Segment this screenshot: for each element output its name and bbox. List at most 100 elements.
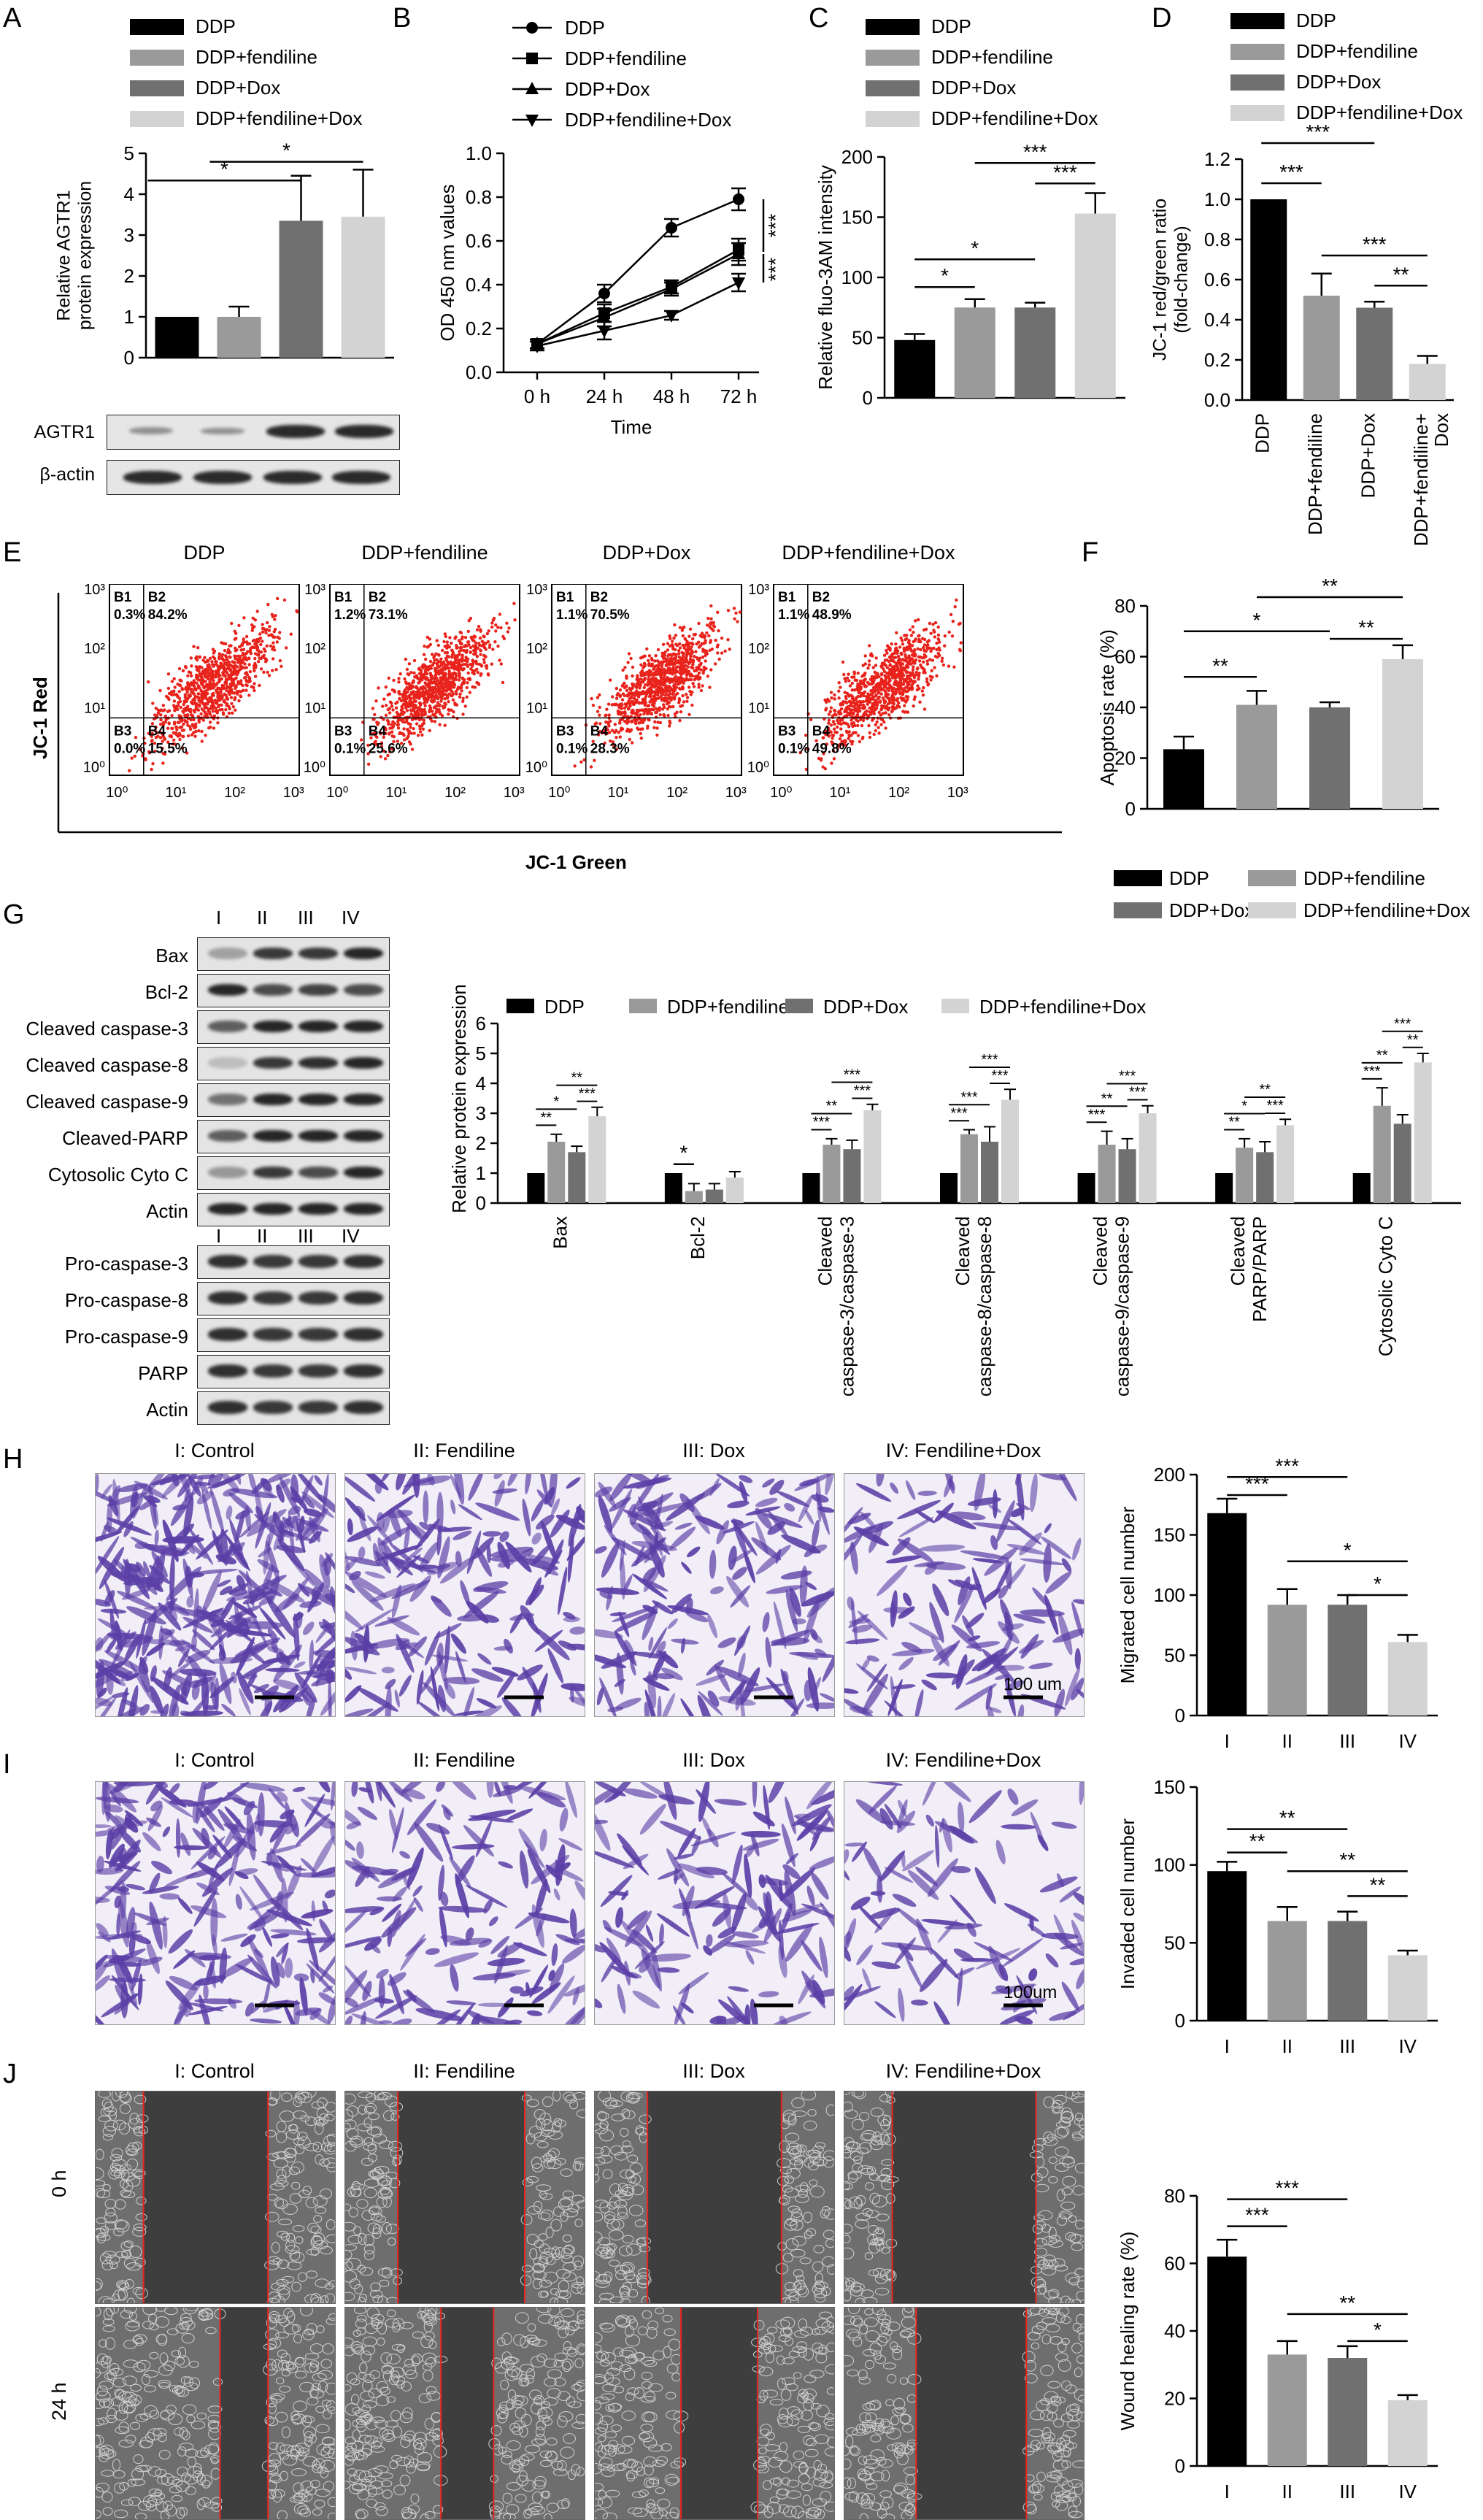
event-dot [415,693,418,696]
lane-label: IV [342,1225,360,1248]
event-dot [408,662,411,665]
panel-H-title: II: Fendiline [344,1440,584,1462]
event-dot [188,683,190,685]
event-dot [898,705,901,708]
event-dot [883,689,886,692]
event-dot [431,700,434,703]
event-dot [186,705,189,708]
cell [265,1667,300,1672]
event-dot [206,702,209,704]
event-dot [590,697,593,700]
event-dot [151,762,154,765]
event-dot [911,671,914,674]
event-dot [703,666,706,669]
event-dot [171,680,174,683]
event-dot [681,694,684,697]
event-dot [239,648,242,651]
lane-label: I [216,907,221,929]
event-dot [893,670,895,673]
event-dot [184,665,187,668]
event-dot [404,702,407,704]
event-dot [425,645,428,648]
event-dot [255,641,258,644]
event-dot [655,726,658,729]
x-tick-label: 10² [224,785,245,801]
event-dot [417,712,420,715]
event-dot [233,698,236,701]
blot-label-agtr1: AGTR1 [29,422,95,443]
legend-label: DDP+fendiline+Dox [565,109,731,131]
legend-label: DDP+fendiline+Dox [196,107,362,129]
event-dot [242,667,245,669]
panel-D-bar-2 [1356,308,1393,401]
event-dot [882,696,885,699]
event-dot [925,677,928,680]
event-dot [231,683,234,685]
panel-G-bar [823,1145,840,1203]
event-dot [626,718,629,721]
event-dot [234,677,236,680]
event-dot [879,701,882,704]
event-dot [436,639,439,642]
event-dot [167,672,170,675]
event-dot [951,634,954,637]
panel-G-sig-label: *** [813,1115,831,1131]
event-dot [263,648,266,650]
event-dot [706,617,709,620]
event-dot [709,649,712,652]
lane-label: III [298,1225,314,1248]
event-dot [478,644,481,647]
event-dot [849,684,852,687]
cell [129,1535,158,1553]
event-dot [682,626,685,629]
event-dot [434,697,436,700]
event-dot [889,663,892,666]
panel-G-bar [547,1142,565,1203]
panel-H-bar-3 [1388,1642,1428,1716]
event-dot [185,686,188,689]
event-dot [913,648,916,651]
event-dot [241,644,244,647]
x-tick-label: 0 h [524,385,550,407]
y-tick-label: 100 [1154,1854,1185,1876]
legend-swatch [629,999,657,1013]
event-dot [874,729,877,732]
y-tick-label: 0.6 [1204,269,1230,291]
y-tick-label: 40 [1164,2320,1185,2342]
panel-G-bar [527,1173,544,1203]
blot-strip [197,1355,390,1388]
legend-swatch [1248,902,1296,918]
quadrant-label: 0.1% [778,741,809,756]
event-dot [223,693,226,696]
event-dot [682,700,685,703]
panel-G-sig-label: *** [1363,1064,1381,1080]
event-dot [181,688,184,691]
event-dot [862,704,865,707]
event-dot [215,700,217,703]
y-tick-label: 10³ [526,584,547,598]
event-dot [200,675,203,678]
event-dot [207,677,209,680]
legend-swatch [866,19,920,35]
event-dot [917,634,920,637]
event-dot [153,713,156,716]
y-tick-label: 0 [1125,798,1136,820]
event-dot [899,696,902,699]
panel-D-sig-2-label: *** [1363,233,1387,256]
band [298,1364,338,1378]
event-dot [486,632,489,635]
event-dot [159,718,162,721]
event-dot [185,720,188,723]
event-dot [652,695,655,698]
event-dot [623,682,625,685]
x-tick-label: 10¹ [830,785,851,801]
event-dot [894,673,897,676]
event-dot [929,650,932,653]
event-dot [166,727,169,730]
x-tick-label: 72 h [720,385,758,407]
band [263,471,322,484]
event-dot [248,642,251,645]
event-dot [646,725,649,728]
event-dot [866,703,869,706]
